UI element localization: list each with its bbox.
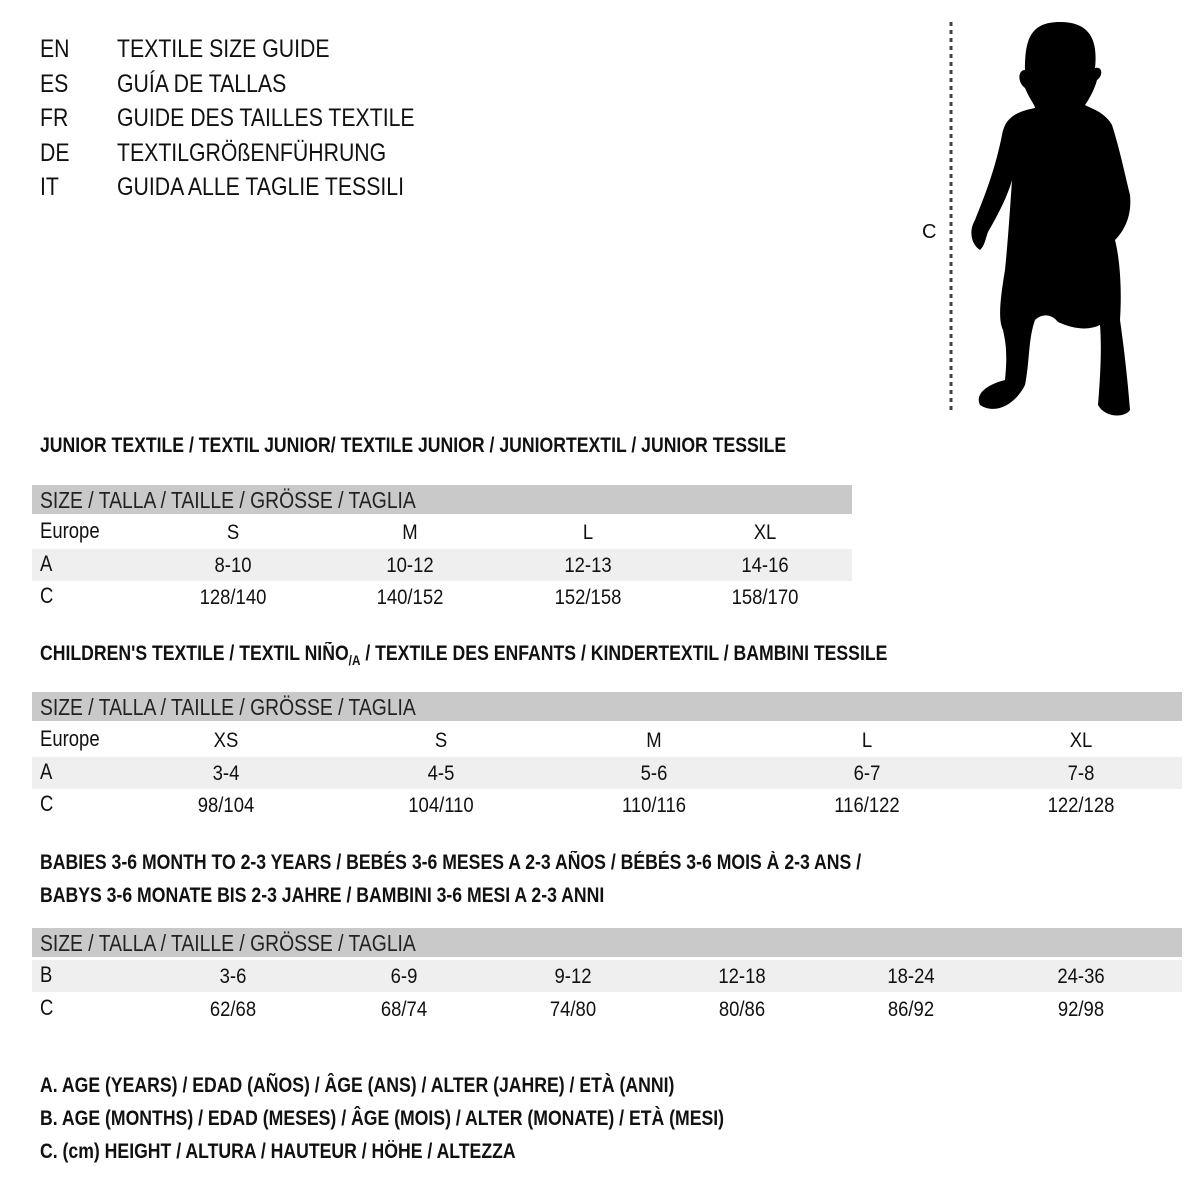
table-cell: 110/116 — [621, 794, 687, 817]
table-row: C 128/140 140/152 152/158 158/170 — [32, 581, 852, 613]
table-row: C 62/68 68/74 74/80 80/86 86/92 92/98 — [32, 993, 1182, 1025]
table-row: A 8-10 10-12 12-13 14-16 — [32, 549, 852, 581]
row-label: Europe — [40, 518, 100, 543]
table-cell: XL — [1069, 729, 1093, 752]
table-cell: S — [434, 729, 448, 752]
table-cell: 5-6 — [640, 762, 668, 785]
child-silhouette-figure: C — [922, 22, 1131, 416]
size-header-text: SIZE / TALLA / TAILLE / GRÖSSE / TAGLIA — [40, 487, 416, 513]
table-cell: 104/110 — [408, 794, 474, 817]
table-cell: 62/68 — [209, 998, 257, 1021]
row-label: A — [40, 551, 53, 576]
babies-title-line2: BABYS 3-6 MONATE BIS 2-3 JAHRE / BAMBINI… — [40, 884, 605, 907]
language-title: TEXTILGRÖßENFÜHRUNG — [117, 138, 387, 167]
junior-size-header: SIZE / TALLA / TAILLE / GRÖSSE / TAGLIA — [32, 485, 852, 514]
table-cell: 9-12 — [554, 965, 592, 988]
language-code: DE — [40, 138, 70, 167]
table-row: Europe S M L XL — [32, 516, 852, 548]
table-cell: 3-6 — [219, 965, 247, 988]
table-cell: S — [226, 521, 240, 544]
table-cell: 14-16 — [741, 554, 789, 577]
children-size-header: SIZE / TALLA / TAILLE / GRÖSSE / TAGLIA — [32, 692, 1182, 721]
size-header-text: SIZE / TALLA / TAILLE / GRÖSSE / TAGLIA — [40, 930, 416, 956]
junior-title: JUNIOR TEXTILE / TEXTIL JUNIOR/ TEXTILE … — [40, 434, 787, 457]
table-cell: 152/158 — [554, 586, 622, 609]
table-cell: 68/74 — [380, 998, 428, 1021]
table-row: Europe XS S M L XL — [32, 724, 1182, 756]
row-label: C — [40, 995, 54, 1020]
table-cell: 158/170 — [731, 586, 799, 609]
table-cell: 74/80 — [549, 998, 597, 1021]
table-cell: 3-4 — [212, 762, 240, 785]
table-cell: M — [646, 729, 662, 752]
language-title: GUIDE DES TAILLES TEXTILE — [117, 104, 415, 132]
table-row: A 3-4 4-5 5-6 6-7 7-8 — [32, 757, 1182, 789]
table-cell: 7-8 — [1067, 762, 1095, 785]
language-code: ES — [40, 69, 69, 98]
language-title: GUIDA ALLE TAGLIE TESSILI — [117, 173, 405, 201]
babies-title-line1: BABIES 3-6 MONTH TO 2-3 YEARS / BEBÉS 3-… — [40, 851, 862, 874]
child-silhouette-icon — [971, 22, 1131, 416]
children-title: CHILDREN'S TEXTILE / TEXTIL NIÑO/A / TEX… — [40, 642, 888, 669]
table-cell: M — [402, 521, 418, 544]
language-title: TEXTILE SIZE GUIDE — [117, 35, 330, 63]
legend-b: B. AGE (MONTHS) / EDAD (MESES) / ÂGE (MO… — [40, 1107, 725, 1130]
table-cell: 140/152 — [376, 586, 444, 609]
row-label: Europe — [40, 726, 100, 751]
table-cell: 24-36 — [1057, 965, 1105, 988]
table-cell: 80/86 — [718, 998, 766, 1021]
table-row: B 3-6 6-9 9-12 12-18 18-24 24-36 — [32, 960, 1182, 992]
table-cell: 128/140 — [199, 586, 267, 609]
table-cell: 12-13 — [564, 554, 612, 577]
height-label: C — [922, 221, 936, 243]
row-label: A — [40, 759, 53, 784]
language-title: GUÍA DE TALLAS — [117, 69, 287, 98]
table-cell: 10-12 — [386, 554, 434, 577]
row-label: C — [40, 583, 54, 608]
table-cell: 4-5 — [427, 762, 455, 785]
table-cell: XS — [213, 729, 239, 752]
legend-a: A. AGE (YEARS) / EDAD (AÑOS) / ÂGE (ANS)… — [40, 1074, 675, 1097]
language-code: IT — [40, 173, 59, 201]
table-cell: 98/104 — [197, 794, 255, 817]
table-row: C 98/104 104/110 110/116 116/122 122/128 — [32, 789, 1182, 821]
row-label: B — [40, 962, 53, 987]
table-cell: 122/128 — [1047, 794, 1115, 817]
table-cell: L — [582, 521, 594, 544]
table-cell: 12-18 — [718, 965, 766, 988]
language-code: FR — [40, 104, 69, 132]
table-cell: 8-10 — [214, 554, 252, 577]
table-cell: XL — [753, 521, 777, 544]
table-cell: 18-24 — [887, 965, 935, 988]
table-cell: 6-9 — [390, 965, 418, 988]
table-cell: 92/98 — [1057, 998, 1105, 1021]
table-cell: 86/92 — [887, 998, 935, 1021]
babies-size-header: SIZE / TALLA / TAILLE / GRÖSSE / TAGLIA — [32, 928, 1182, 957]
table-cell: L — [861, 729, 873, 752]
size-header-text: SIZE / TALLA / TAILLE / GRÖSSE / TAGLIA — [40, 694, 416, 720]
legend-c: C. (cm) HEIGHT / ALTURA / HAUTEUR / HÖHE… — [40, 1140, 516, 1163]
row-label: C — [40, 791, 54, 816]
table-cell: 116/122 — [834, 794, 900, 817]
language-code: EN — [40, 35, 70, 63]
table-cell: 6-7 — [853, 762, 881, 785]
